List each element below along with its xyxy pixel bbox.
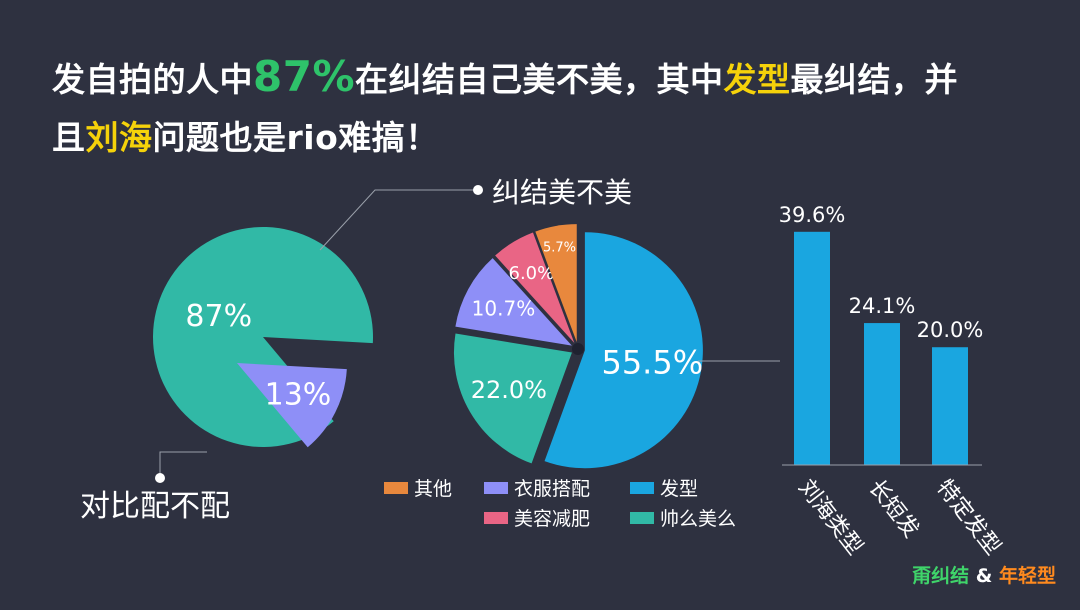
legend-item-yifu-label: 衣服搭配	[514, 478, 590, 500]
pie1-slice-jiujie	[152, 227, 373, 448]
pie2-value-label-yifu: 10.7%	[472, 297, 536, 321]
headline-part4: 且	[52, 118, 86, 157]
bar-category-teding: 特定发型	[931, 475, 1005, 560]
pie2-center-dot	[572, 343, 584, 355]
headline-percent: 87%	[253, 52, 356, 101]
pie2-value-label-qita: 5.7%	[543, 241, 576, 256]
pie2-slice-faxing	[544, 232, 703, 469]
pie1-leader-jiujie	[319, 189, 478, 251]
legend-item-meirong-label: 美容减肥	[514, 508, 590, 530]
footer-logo: 甭纠结 & 年轻型	[912, 561, 1056, 588]
headline-part1: 发自拍的人中	[52, 60, 253, 99]
legend-item-faxing-label: 发型	[660, 478, 698, 500]
pie1-leader-duibi	[159, 451, 207, 478]
bar-value-liuhai: 39.6%	[779, 203, 846, 227]
pie1-label-duibi: 对比配不配	[80, 489, 230, 524]
pie1-label-jiujie: 纠结美不美	[492, 176, 632, 209]
pie2-slice-shuaime	[453, 333, 572, 464]
bar-teding	[932, 347, 968, 465]
pie2-slice-yifu	[455, 258, 572, 346]
bar-liuhai	[794, 231, 830, 465]
pie2-value-label-shuaime: 22.0%	[471, 376, 547, 404]
headline-part5: 问题也是rio难搞！	[152, 118, 439, 157]
pie2-value-label-faxing: 55.5%	[601, 344, 703, 382]
pie1-slice-duibi	[237, 363, 347, 448]
legend-item-shuaime-label: 帅么美么	[660, 508, 736, 530]
logo-b: 年轻型	[998, 565, 1056, 587]
bar-category-liuhai: 刘海类型	[793, 475, 867, 560]
pie2-value-label-meirong: 6.0%	[509, 263, 555, 284]
headline-part2: 在纠结自己美不美，其中	[355, 60, 724, 99]
logo-a: 甭纠结	[912, 565, 970, 587]
legend-item-faxing-swatch	[630, 482, 654, 494]
legend-item-shuaime-swatch	[630, 512, 654, 524]
headline-bangs: 刘海	[85, 118, 153, 157]
bar-changduan	[864, 323, 900, 465]
legend-item-yifu-swatch	[484, 482, 508, 494]
pie1-leader-dot-duibi	[155, 473, 165, 483]
pie1-leader-dot-jiujie	[473, 185, 483, 195]
bar-value-changduan: 24.1%	[849, 294, 916, 318]
bar-value-teding: 20.0%	[917, 318, 984, 342]
headline-hair: 发型	[723, 60, 791, 99]
legend-item-meirong-swatch	[484, 512, 508, 524]
pie2-slice-qita	[535, 224, 577, 343]
legend-item-qita-label: 其他	[414, 478, 452, 500]
headline: 发自拍的人中87%在纠结自己美不美，其中发型最纠结，并且刘海问题也是rio难搞！	[52, 48, 1052, 167]
logo-amp: &	[975, 565, 993, 587]
pie2-slice-meirong	[495, 232, 575, 344]
bar-category-changduan: 长短发	[863, 475, 923, 542]
pie1-value-label-jiujie: 87%	[185, 299, 252, 334]
headline-part3: 最纠结，并	[790, 60, 959, 99]
pie1-value-label-duibi: 13%	[265, 378, 332, 413]
legend-item-qita-swatch	[384, 482, 408, 494]
